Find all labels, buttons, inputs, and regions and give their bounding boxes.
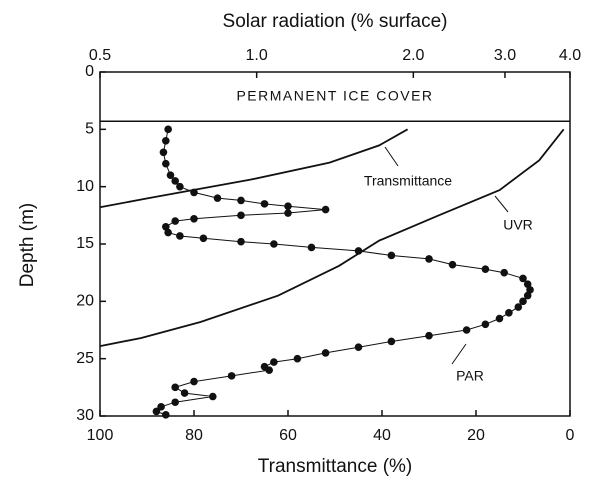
data-point — [164, 228, 172, 237]
x-tick-label: 20 — [467, 427, 485, 444]
data-point — [209, 392, 217, 401]
data-point — [162, 223, 170, 231]
data-point — [284, 209, 292, 217]
data-point — [213, 194, 222, 202]
data-point — [159, 148, 168, 157]
data-point — [284, 202, 292, 210]
data-point — [171, 177, 179, 185]
data-point — [157, 403, 165, 411]
data-point — [519, 297, 527, 306]
data-point — [523, 280, 532, 288]
leader-line — [451, 343, 467, 365]
y-tick-label: 15 — [76, 235, 94, 252]
data-point — [265, 366, 274, 374]
data-point — [166, 171, 175, 179]
data-point — [387, 251, 396, 260]
data-point — [307, 243, 316, 252]
x-tick-label: 40 — [373, 427, 391, 444]
y-tick-label: 0 — [85, 63, 94, 80]
series-label: Transmittance — [364, 173, 452, 189]
data-point — [152, 407, 161, 416]
y-tick-label: 30 — [76, 407, 94, 424]
data-point — [514, 303, 523, 311]
data-point — [180, 389, 189, 397]
data-point — [354, 343, 363, 352]
data-point — [462, 326, 471, 334]
x-tick-label: 80 — [185, 427, 203, 444]
data-point — [227, 372, 236, 380]
top-axis-title: Solar radiation (% surface) — [223, 11, 448, 32]
data-point — [523, 291, 532, 300]
data-point — [260, 200, 269, 208]
x2-tick-label: 2.0 — [402, 47, 424, 64]
ice-label: PERMANENT ICE COVER — [236, 87, 433, 103]
data-point — [293, 354, 302, 363]
data-point — [519, 274, 527, 283]
data-point — [505, 309, 513, 317]
data-point — [162, 137, 170, 145]
data-point — [270, 358, 278, 366]
data-point — [387, 337, 396, 346]
y-axis-title: Depth (m) — [17, 203, 38, 287]
series-label: UVR — [503, 217, 533, 233]
data-point — [321, 205, 330, 214]
bottom-axis-title: Transmittance (%) — [258, 456, 413, 477]
data-point — [199, 234, 208, 243]
series-line — [99, 128, 409, 209]
x2-tick-label: 0.5 — [89, 47, 111, 64]
data-point — [162, 411, 170, 419]
series-line — [99, 128, 565, 347]
data-point — [237, 196, 245, 205]
data-point — [171, 383, 179, 392]
data-point — [526, 286, 534, 294]
leader-line — [494, 195, 509, 213]
data-point — [481, 320, 490, 329]
y-tick-label: 25 — [76, 350, 94, 367]
x2-tick-label: 1.0 — [246, 47, 268, 64]
data-point — [481, 265, 490, 274]
data-point — [176, 182, 184, 191]
data-point — [270, 240, 278, 248]
data-point — [164, 125, 172, 134]
x2-tick-label: 4.0 — [559, 47, 581, 64]
data-point — [162, 159, 170, 168]
x-tick-label: 100 — [87, 427, 114, 444]
data-point — [495, 314, 504, 323]
plot-frame — [99, 71, 571, 417]
data-point — [171, 398, 179, 407]
data-point — [190, 214, 198, 223]
x2-tick-label: 3.0 — [494, 47, 516, 64]
data-point — [237, 237, 245, 246]
data-point — [448, 260, 457, 269]
data-point — [176, 232, 184, 240]
y-tick-label: 5 — [85, 121, 94, 138]
x-tick-label: 60 — [279, 427, 297, 444]
series-label: PAR — [456, 368, 484, 384]
data-point — [500, 268, 509, 277]
data-point — [425, 331, 433, 340]
data-point — [171, 217, 179, 225]
y-tick-label: 20 — [76, 293, 94, 310]
data-point — [237, 211, 245, 220]
leader-line — [384, 146, 399, 167]
x-tick-label: 0 — [566, 427, 575, 444]
y-tick-label: 10 — [76, 178, 94, 195]
data-point — [321, 349, 330, 357]
data-point — [425, 255, 433, 263]
data-point — [190, 377, 198, 386]
